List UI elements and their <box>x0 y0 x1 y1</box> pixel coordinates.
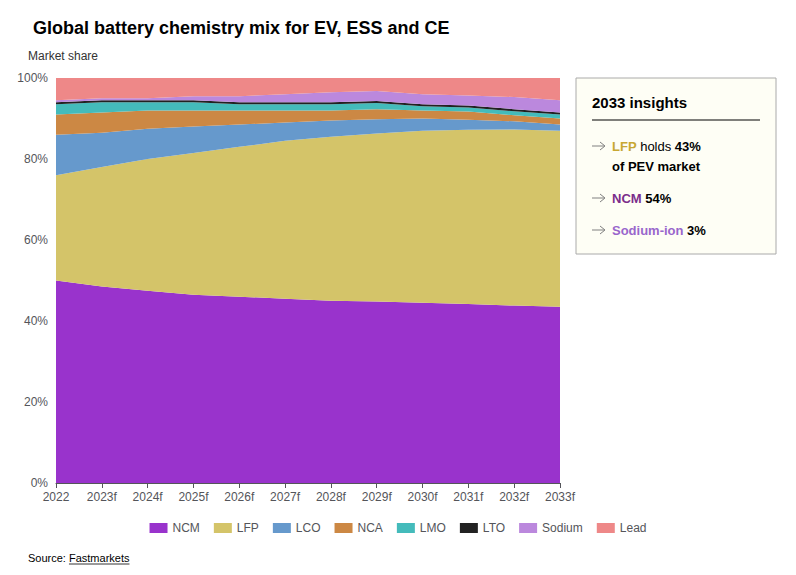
svg-text:Market share: Market share <box>28 49 98 63</box>
svg-text:NCA: NCA <box>358 521 383 535</box>
svg-text:2033 insights: 2033 insights <box>592 94 687 111</box>
svg-text:LTO: LTO <box>483 521 505 535</box>
svg-text:100%: 100% <box>17 71 48 85</box>
svg-text:60%: 60% <box>24 233 48 247</box>
svg-text:Sodium-ion: Sodium-ion <box>612 223 684 238</box>
svg-text:NCM: NCM <box>612 191 642 206</box>
svg-text:2023f: 2023f <box>87 490 118 504</box>
svg-text:54%: 54% <box>645 191 671 206</box>
svg-text:Lead: Lead <box>620 521 647 535</box>
svg-text:LMO: LMO <box>420 521 446 535</box>
svg-text:2026f: 2026f <box>224 490 255 504</box>
svg-text:of PEV market: of PEV market <box>612 159 701 174</box>
svg-text:40%: 40% <box>24 314 48 328</box>
svg-text:20%: 20% <box>24 395 48 409</box>
svg-text:2028f: 2028f <box>316 490 347 504</box>
svg-text:80%: 80% <box>24 152 48 166</box>
svg-text:LCO: LCO <box>296 521 321 535</box>
svg-text:2031f: 2031f <box>453 490 484 504</box>
svg-text:holds: holds <box>640 139 672 154</box>
svg-text:2027f: 2027f <box>270 490 301 504</box>
svg-text:2025f: 2025f <box>178 490 209 504</box>
svg-text:0%: 0% <box>31 476 49 490</box>
svg-text:LFP: LFP <box>612 139 637 154</box>
svg-text:2033f: 2033f <box>545 490 576 504</box>
svg-text:2022: 2022 <box>43 490 70 504</box>
svg-text:43%: 43% <box>675 139 701 154</box>
svg-text:LFP: LFP <box>237 521 259 535</box>
svg-text:Fastmarkets: Fastmarkets <box>69 552 130 564</box>
svg-text:Sodium: Sodium <box>542 521 583 535</box>
svg-text:Global battery chemistry mix f: Global battery chemistry mix for EV, ESS… <box>33 18 449 38</box>
svg-text:Source:: Source: <box>28 552 69 564</box>
svg-text:2032f: 2032f <box>499 490 530 504</box>
svg-text:2029f: 2029f <box>362 490 393 504</box>
svg-text:NCM: NCM <box>173 521 200 535</box>
svg-text:3%: 3% <box>687 223 706 238</box>
svg-text:2024f: 2024f <box>133 490 164 504</box>
svg-text:2030f: 2030f <box>408 490 439 504</box>
